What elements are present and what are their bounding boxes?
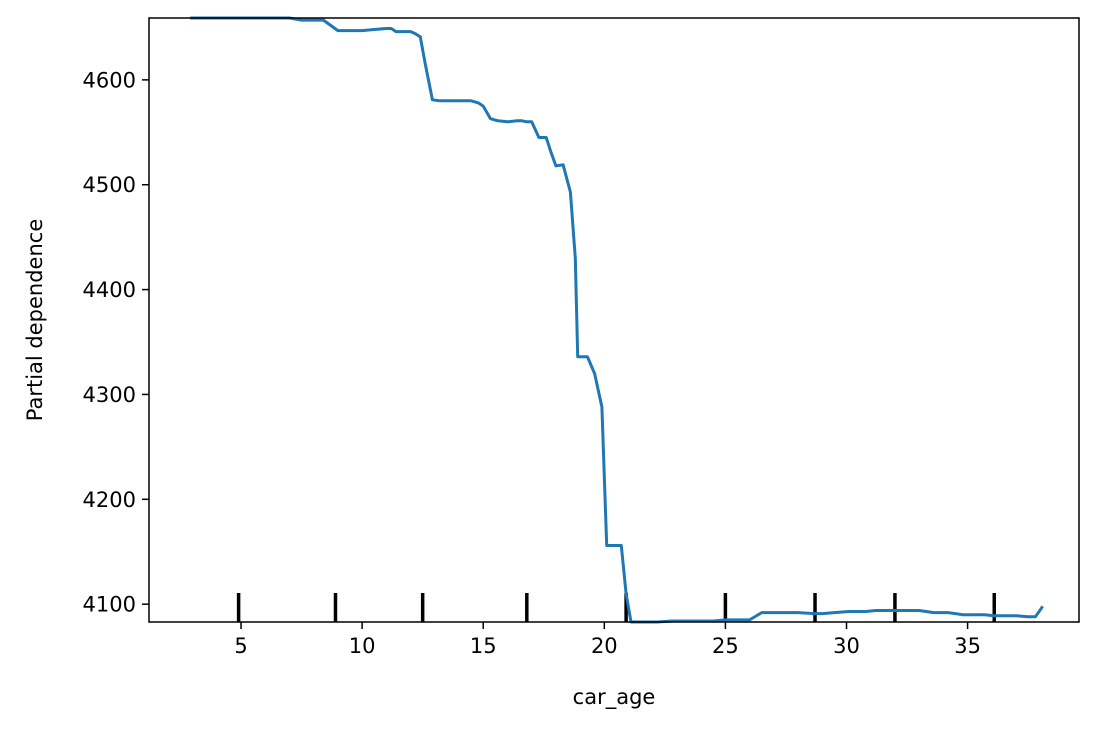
x-tick-label: 5: [234, 634, 247, 658]
x-tick-label: 30: [833, 634, 860, 658]
y-tick-label: 4600: [83, 68, 136, 92]
x-tick-label: 15: [470, 634, 497, 658]
decile-markers: [236, 593, 996, 622]
x-tick-label: 20: [591, 634, 618, 658]
axis-ticks: 5 10 15 20 25 30 35 4100 4200 4300 4400 4500 4600: [83, 68, 981, 658]
y-tick-label: 4500: [83, 173, 136, 197]
x-axis-label: car_age: [573, 685, 656, 710]
x-tick-label: 35: [954, 634, 981, 658]
y-tick-label: 4400: [83, 278, 136, 302]
y-axis-label: Partial dependence: [23, 219, 47, 422]
y-tick-label: 4100: [83, 593, 136, 617]
pd-line: [190, 16, 1044, 624]
y-tick-label: 4200: [83, 488, 136, 512]
plot-frame: [148, 17, 1080, 623]
x-tick-label: 25: [712, 634, 739, 658]
y-tick-label: 4300: [83, 383, 136, 407]
x-tick-label: 10: [349, 634, 376, 658]
